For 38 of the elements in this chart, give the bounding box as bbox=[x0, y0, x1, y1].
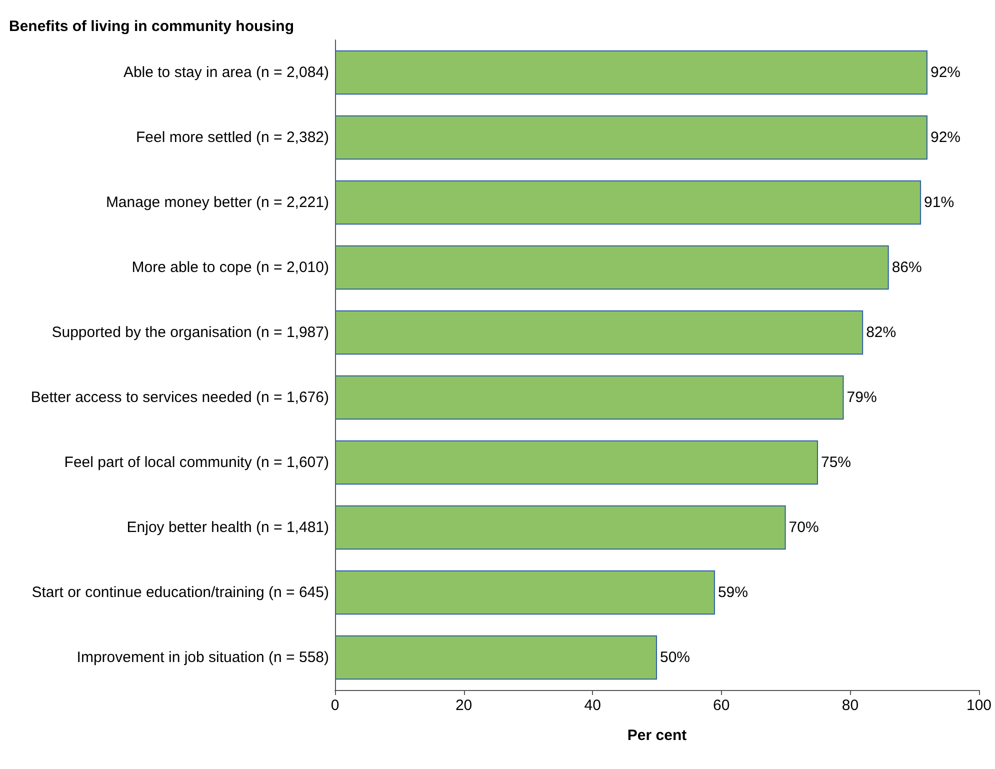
y-tick-label: Able to stay in area (n = 2,084) bbox=[123, 64, 329, 81]
y-tick-label: Feel part of local community (n = 1,607) bbox=[64, 454, 329, 471]
bar bbox=[335, 180, 922, 225]
y-tick-label: Better access to services needed (n = 1,676) bbox=[30, 389, 329, 406]
bar bbox=[335, 440, 818, 485]
bar bbox=[335, 115, 928, 160]
data-label: 50% bbox=[660, 649, 690, 666]
bar bbox=[335, 505, 786, 550]
x-tick-label: 60 bbox=[713, 697, 730, 714]
data-label: 59% bbox=[718, 584, 748, 601]
data-label: 86% bbox=[892, 259, 922, 276]
y-tick-label: More able to cope (n = 2,010) bbox=[132, 259, 329, 276]
y-tick-label: Supported by the organisation (n = 1,987) bbox=[52, 324, 329, 341]
bar bbox=[335, 310, 864, 355]
bar bbox=[335, 50, 928, 95]
y-tick-label: Start or continue education/training (n = 645) bbox=[32, 584, 329, 601]
y-tick-label: Manage money better (n = 2,221) bbox=[106, 194, 329, 211]
data-label: 92% bbox=[930, 129, 961, 146]
x-tick-label: 80 bbox=[842, 697, 859, 714]
y-tick-label: Enjoy better health (n = 1,481) bbox=[126, 519, 329, 536]
x-tick-label: 0 bbox=[330, 697, 340, 714]
data-label: 82% bbox=[866, 324, 896, 341]
y-tick-label: Improvement in job situation (n = 558) bbox=[76, 649, 330, 666]
bar bbox=[335, 635, 657, 680]
data-label: 92% bbox=[930, 64, 961, 81]
text: Benefits of living in community housing bbox=[9, 18, 294, 35]
x-axis-title: Per cent bbox=[627, 727, 687, 744]
data-label: 75% bbox=[821, 454, 852, 471]
bar bbox=[335, 245, 889, 290]
bar bbox=[335, 570, 715, 615]
x-tick-label: 100 bbox=[966, 697, 992, 714]
y-tick-label: Feel more settled (n = 2,382) bbox=[136, 129, 330, 146]
bar bbox=[335, 375, 844, 420]
data-label: 91% bbox=[924, 194, 954, 211]
x-tick-label: 40 bbox=[584, 697, 601, 714]
data-label: 70% bbox=[788, 519, 819, 536]
data-label: 79% bbox=[846, 389, 877, 406]
x-tick-label: 20 bbox=[455, 697, 472, 714]
